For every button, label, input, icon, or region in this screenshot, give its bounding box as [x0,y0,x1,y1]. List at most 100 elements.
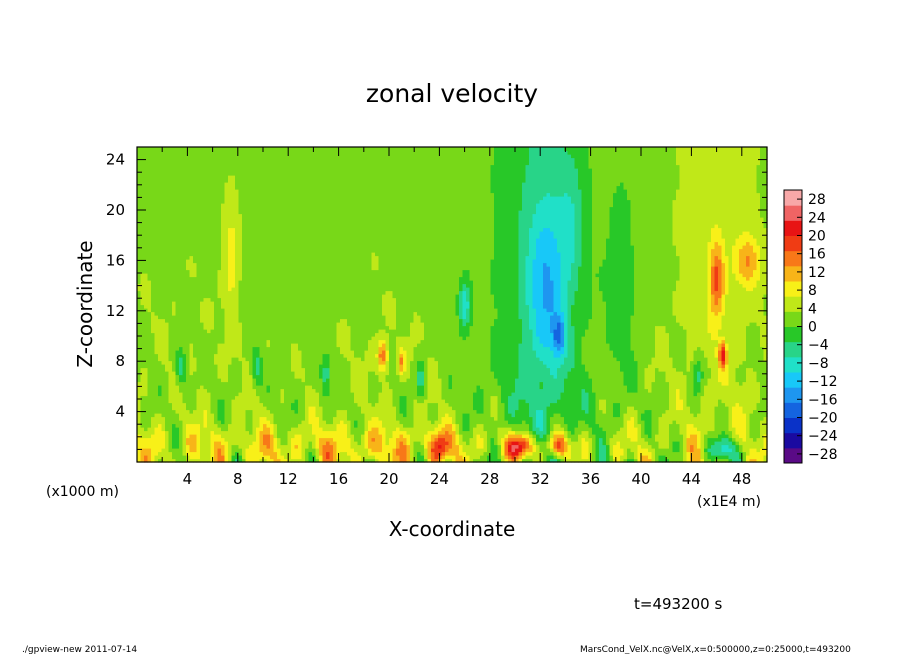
heatmap-cell [315,210,320,215]
heatmap-cell [242,399,247,404]
heatmap-cell [217,395,222,400]
heatmap-cell [277,266,282,271]
heatmap-cell [137,378,142,383]
heatmap-cell [249,234,254,239]
heatmap-cell [196,269,201,274]
heatmap-cell [256,336,261,341]
heatmap-cell [196,231,201,236]
heatmap-cell [228,283,233,288]
heatmap-cell [266,192,271,197]
heatmap-cell [165,339,170,344]
heatmap-cell [207,367,212,372]
heatmap-cell [312,378,317,383]
heatmap-cell [301,409,306,414]
heatmap-cell [277,189,282,194]
heatmap-cell [137,273,142,278]
heatmap-cell [231,304,236,309]
heatmap-cell [214,392,219,397]
heatmap-cell [249,378,254,383]
heatmap-cell [228,206,233,211]
heatmap-cell [256,213,261,218]
heatmap-cell [221,290,226,295]
heatmap-cell [154,192,159,197]
heatmap-cell [245,346,250,351]
heatmap-cell [245,399,250,404]
heatmap-cell [252,224,257,229]
heatmap-cell [154,283,159,288]
heatmap-cell [252,332,257,337]
heatmap-cell [287,388,292,393]
heatmap-cell [252,196,257,201]
heatmap-cell [259,311,264,316]
heatmap-cell [266,444,271,449]
heatmap-cell [228,266,233,271]
heatmap-cell [203,150,208,155]
heatmap-cell [221,161,226,166]
heatmap-cell [319,206,324,211]
heatmap-cell [249,157,254,162]
heatmap-cell [270,329,275,334]
heatmap-cell [193,357,198,362]
heatmap-cell [175,322,180,327]
heatmap-cell [291,378,296,383]
heatmap-cell [221,402,226,407]
heatmap-cell [175,266,180,271]
heatmap-cell [189,248,194,253]
heatmap-cell [228,357,233,362]
heatmap-cell [305,392,310,397]
heatmap-cell [147,175,152,180]
heatmap-cell [175,357,180,362]
heatmap-cell [259,399,264,404]
heatmap-cell [245,182,250,187]
heatmap-cell [221,241,226,246]
heatmap-cell [315,248,320,253]
heatmap-cell [186,227,191,232]
heatmap-cell [235,203,240,208]
heatmap-cell [312,430,317,435]
heatmap-cell [235,409,240,414]
heatmap-cell [238,273,243,278]
heatmap-cell [287,196,292,201]
heatmap-cell [298,182,303,187]
heatmap-cell [235,147,240,152]
heatmap-cell [273,311,278,316]
heatmap-cell [154,238,159,243]
heatmap-cell [298,364,303,369]
heatmap-cell [319,297,324,302]
heatmap-cell [312,269,317,274]
heatmap-cell [144,231,149,236]
heatmap-cell [273,339,278,344]
heatmap-cell [228,269,233,274]
heatmap-cell [308,203,313,208]
heatmap-cell [326,395,331,400]
heatmap-cell [154,164,159,169]
heatmap-cell [207,213,212,218]
heatmap-cell [277,353,282,358]
heatmap-cell [228,315,233,320]
heatmap-cell [175,304,180,309]
heatmap-cell [203,269,208,274]
heatmap-cell [266,280,271,285]
heatmap-cell [161,430,166,435]
heatmap-cell [168,294,173,299]
heatmap-cell [137,252,142,257]
heatmap-cell [144,210,149,215]
heatmap-cell [270,434,275,439]
heatmap-cell [147,269,152,274]
heatmap-cell [312,213,317,218]
heatmap-cell [308,406,313,411]
heatmap-cell [189,409,194,414]
heatmap-cell [273,371,278,376]
heatmap-cell [329,367,334,372]
heatmap-cell [305,206,310,211]
heatmap-cell [256,269,261,274]
heatmap-cell [301,343,306,348]
heatmap-cell [280,262,285,267]
heatmap-cell [284,339,289,344]
heatmap-cell [270,262,275,267]
heatmap-cell [154,196,159,201]
heatmap-cell [175,189,180,194]
heatmap-cell [203,318,208,323]
heatmap-cell [329,437,334,442]
heatmap-cell [284,206,289,211]
